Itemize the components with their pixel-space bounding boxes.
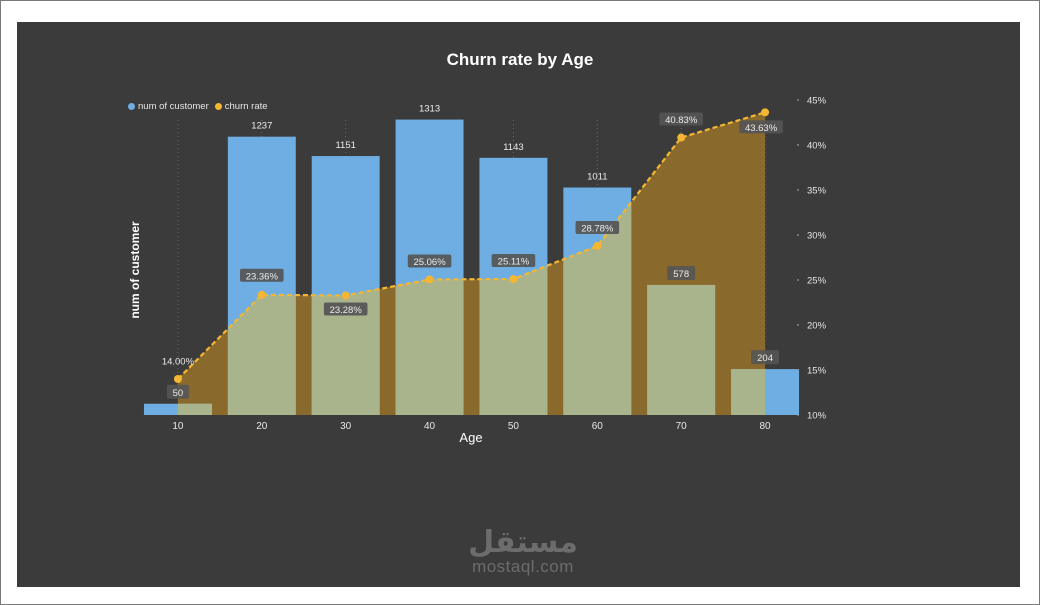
bar-label-40: 1313	[419, 104, 440, 115]
bar-label-70: 578	[673, 269, 689, 280]
bar-label-20: 1237	[251, 121, 272, 132]
y-right-tick-0: 10%	[807, 411, 827, 422]
churn-label-50: 25.11%	[498, 257, 530, 268]
bar-overlap-70	[647, 284, 716, 415]
churn-label-20: 23.36%	[246, 271, 279, 282]
y-right-tick-mark-5	[797, 189, 799, 191]
churn-label-bg-50	[491, 254, 536, 268]
bar-label-10: 50	[173, 388, 184, 399]
bar-label-50: 1143	[503, 142, 523, 153]
bar-label-bg-10	[166, 384, 189, 399]
legend-label-churn: churn rate	[224, 101, 268, 112]
churn-label-60: 28.78%	[581, 223, 614, 234]
y-right-tick-2: 20%	[807, 321, 827, 332]
y-right-tick-4: 30%	[807, 231, 827, 242]
churn-point-40	[425, 275, 434, 284]
legend-swatch-churn	[214, 103, 222, 110]
churn-label-40: 25.06%	[413, 257, 446, 268]
watermark-url: mostaql.com	[472, 557, 574, 576]
churn-label-80: 43.63%	[745, 123, 778, 134]
x-tick-70: 70	[676, 421, 688, 432]
chart-legend: num of customer churn rate	[128, 101, 268, 112]
x-tick-10: 10	[172, 421, 184, 432]
bar-label-bg-70	[667, 265, 696, 280]
x-tick-50: 50	[508, 421, 520, 432]
churn-point-30	[341, 291, 350, 300]
churn-label-30: 23.28%	[330, 305, 363, 316]
x-tick-80: 80	[760, 421, 772, 432]
bar-overlap-10	[177, 403, 212, 415]
watermark-logo: مستقل	[468, 525, 578, 560]
legend-swatch-customers	[128, 103, 135, 110]
churn-label-bg-70	[659, 112, 703, 126]
legend-item-churn[interactable]: churn rate	[214, 101, 268, 112]
y-right-tick-5: 35%	[807, 186, 827, 197]
churn-point-10	[173, 375, 182, 383]
y-right-tick-mark-6	[797, 144, 799, 146]
y-right-tick-mark-2	[797, 324, 799, 326]
y-right-tick-mark-1	[797, 369, 799, 371]
legend-label-customers: num of customer	[138, 101, 209, 112]
legend-item-customers[interactable]: num of customer	[128, 101, 209, 112]
churn-label-70: 40.83%	[665, 115, 698, 126]
bar-label-60: 1011	[587, 172, 607, 183]
bar-label-80: 204	[757, 353, 773, 364]
x-tick-30: 30	[340, 421, 352, 432]
y-right-tick-7: 45%	[807, 96, 827, 107]
churn-point-60	[593, 241, 602, 250]
x-tick-60: 60	[592, 421, 604, 432]
y-right-tick-1: 15%	[807, 366, 827, 377]
churn-label-bg-30	[323, 302, 368, 316]
y-right-tick-3: 25%	[807, 276, 827, 287]
churn-label-bg-20	[240, 268, 284, 282]
bar-label-30: 1151	[335, 140, 355, 151]
churn-point-70	[677, 133, 686, 142]
y-right-tick-mark-3	[797, 279, 799, 281]
x-tick-40: 40	[424, 421, 436, 432]
chart-title: Churn rate by Age	[446, 50, 594, 69]
churn-label-bg-80	[739, 120, 783, 134]
bar-label-bg-80	[751, 350, 780, 365]
y-right-tick-6: 40%	[807, 141, 827, 152]
churn-label-10: 14.00%	[162, 357, 195, 368]
churn-point-50	[509, 275, 518, 284]
watermark: مستقل mostaql.com	[458, 528, 588, 576]
y-right-tick-mark-0	[797, 414, 799, 416]
x-tick-20: 20	[256, 421, 268, 432]
y-right-tick-mark-4	[797, 234, 799, 236]
churn-line	[177, 111, 766, 380]
churn-label-bg-40	[407, 254, 452, 268]
bar-overlap-80	[731, 369, 766, 415]
x-axis-title: Age	[459, 430, 483, 445]
y-right-tick-mark-7	[797, 99, 799, 101]
churn-point-20	[257, 290, 266, 299]
churn-point-80	[761, 108, 770, 117]
churn-label-bg-60	[575, 220, 620, 234]
